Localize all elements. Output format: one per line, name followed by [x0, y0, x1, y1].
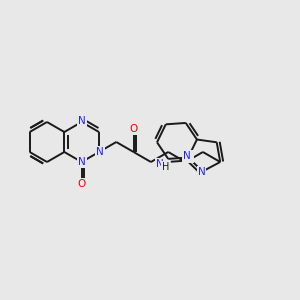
Text: N: N	[183, 152, 191, 161]
Text: O: O	[77, 179, 86, 189]
Text: N: N	[156, 159, 164, 169]
Text: N: N	[96, 147, 104, 157]
Text: H: H	[162, 162, 169, 172]
Text: N: N	[198, 167, 206, 177]
Text: N: N	[185, 152, 193, 161]
Text: N: N	[78, 116, 86, 126]
Text: N: N	[78, 116, 86, 126]
Text: O: O	[130, 124, 138, 134]
Text: N: N	[78, 157, 86, 167]
